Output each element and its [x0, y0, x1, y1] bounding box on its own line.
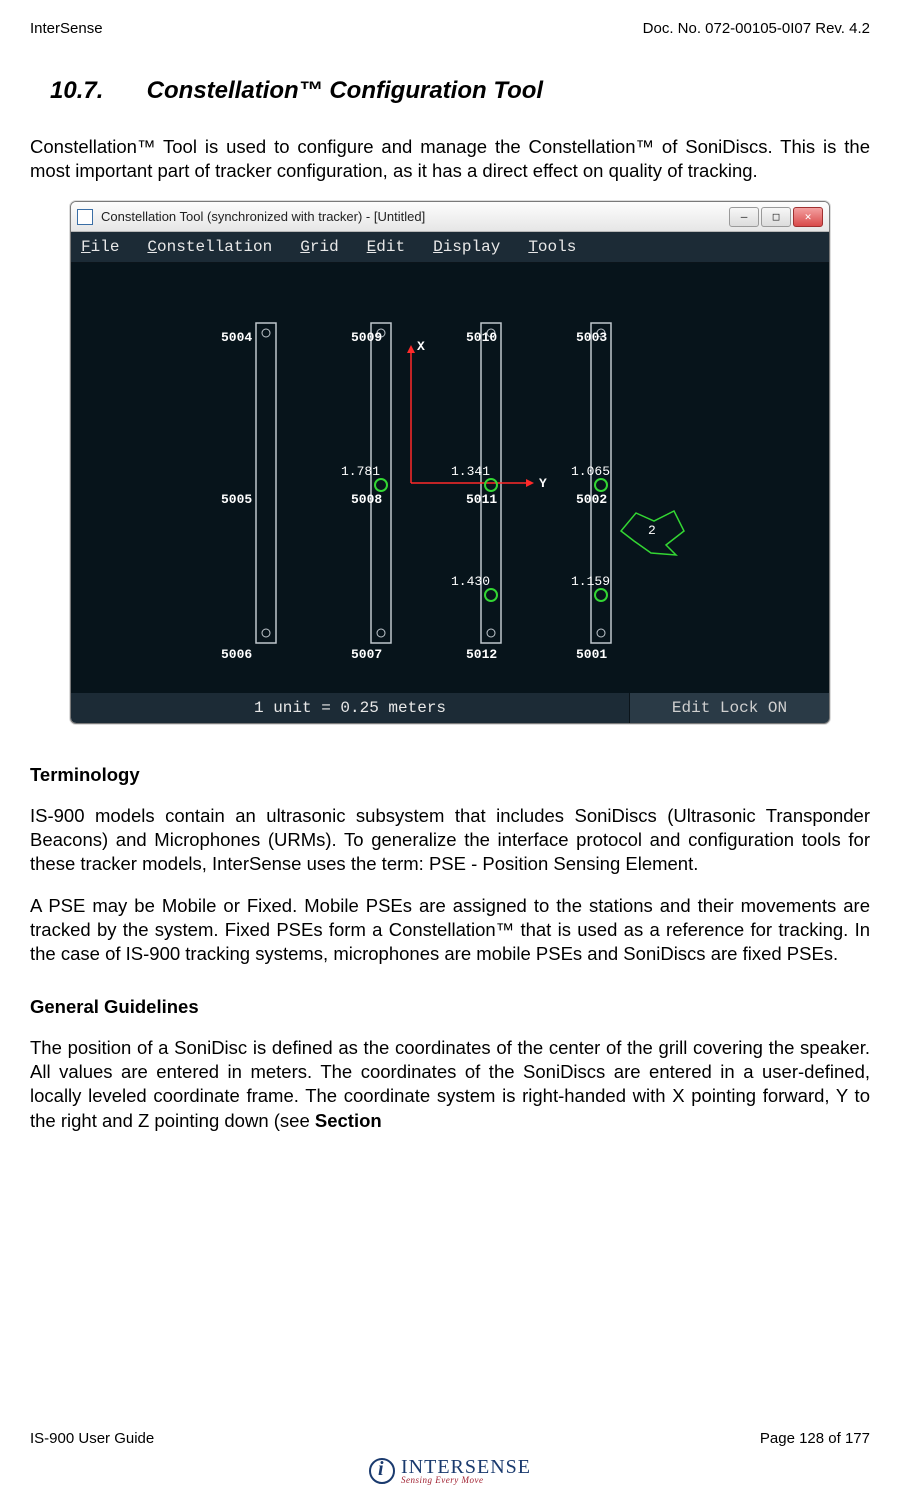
svg-text:5005: 5005: [221, 492, 252, 507]
svg-text:1.341: 1.341: [451, 464, 490, 479]
svg-text:5012: 5012: [466, 647, 497, 662]
minimize-button[interactable]: —: [729, 207, 759, 227]
logo-name: INTERSENSE: [401, 1458, 531, 1476]
close-button[interactable]: ✕: [793, 207, 823, 227]
menu-constellation[interactable]: Constellation: [147, 238, 272, 256]
window-title: Constellation Tool (synchronized with tr…: [101, 209, 729, 224]
constellation-tool-window: Constellation Tool (synchronized with tr…: [70, 201, 830, 724]
svg-text:Y: Y: [539, 476, 547, 491]
svg-text:1.781: 1.781: [341, 464, 380, 479]
menu-tools[interactable]: Tools: [528, 238, 576, 256]
header-left: InterSense: [30, 20, 103, 37]
app-icon: [77, 209, 93, 225]
terminology-heading: Terminology: [30, 764, 870, 786]
footer-left: IS-900 User Guide: [30, 1430, 154, 1447]
titlebar: Constellation Tool (synchronized with tr…: [71, 202, 829, 232]
menu-display[interactable]: Display: [433, 238, 500, 256]
logo-icon: [369, 1458, 395, 1484]
menu-file[interactable]: File: [81, 238, 119, 256]
maximize-button[interactable]: □: [761, 207, 791, 227]
svg-text:2: 2: [648, 523, 656, 538]
svg-text:5007: 5007: [351, 647, 382, 662]
footer-right: Page 128 of 177: [760, 1430, 870, 1447]
menu-edit[interactable]: Edit: [367, 238, 405, 256]
canvas-area[interactable]: X Y 2 5004 5009 5010 5003 1.781 1.341 1.065 5005 50…: [71, 263, 829, 693]
footer-logo: INTERSENSE Sensing Every Move: [0, 1458, 900, 1489]
terminology-p2: A PSE may be Mobile or Fixed. Mobile PSE…: [30, 894, 870, 966]
svg-text:5009: 5009: [351, 330, 382, 345]
guidelines-p1-text: The position of a SoniDisc is defined as…: [30, 1037, 870, 1130]
diagram-svg: X Y 2 5004 5009 5010 5003 1.781 1.341 1.065 5005 50…: [71, 263, 829, 693]
svg-text:5008: 5008: [351, 492, 382, 507]
svg-text:1.159: 1.159: [571, 574, 610, 589]
svg-text:X: X: [417, 339, 425, 354]
svg-text:1.065: 1.065: [571, 464, 610, 479]
section-heading: 10.7. Constellation™ Configuration Tool: [50, 77, 870, 105]
status-editlock: Edit Lock ON: [629, 693, 829, 723]
svg-text:5001: 5001: [576, 647, 607, 662]
intro-paragraph: Constellation™ Tool is used to configure…: [30, 135, 870, 183]
section-number: 10.7.: [50, 77, 140, 105]
guidelines-section-ref: Section: [315, 1110, 382, 1131]
statusbar: 1 unit = 0.25 meters Edit Lock ON: [71, 693, 829, 723]
header-right: Doc. No. 072-00105-0I07 Rev. 4.2: [643, 20, 870, 37]
svg-text:5011: 5011: [466, 492, 497, 507]
guidelines-heading: General Guidelines: [30, 996, 870, 1018]
svg-text:1.430: 1.430: [451, 574, 490, 589]
status-scale: 1 unit = 0.25 meters: [71, 693, 629, 723]
svg-text:5010: 5010: [466, 330, 497, 345]
terminology-p1: IS-900 models contain an ultrasonic subs…: [30, 804, 870, 876]
menu-grid[interactable]: Grid: [300, 238, 338, 256]
guidelines-p1: The position of a SoniDisc is defined as…: [30, 1036, 870, 1132]
section-title: Constellation™ Configuration Tool: [147, 77, 543, 104]
svg-text:5003: 5003: [576, 330, 607, 345]
svg-text:5006: 5006: [221, 647, 252, 662]
svg-text:5002: 5002: [576, 492, 607, 507]
svg-text:5004: 5004: [221, 330, 252, 345]
menubar: File Constellation Grid Edit Display Too…: [71, 232, 829, 263]
